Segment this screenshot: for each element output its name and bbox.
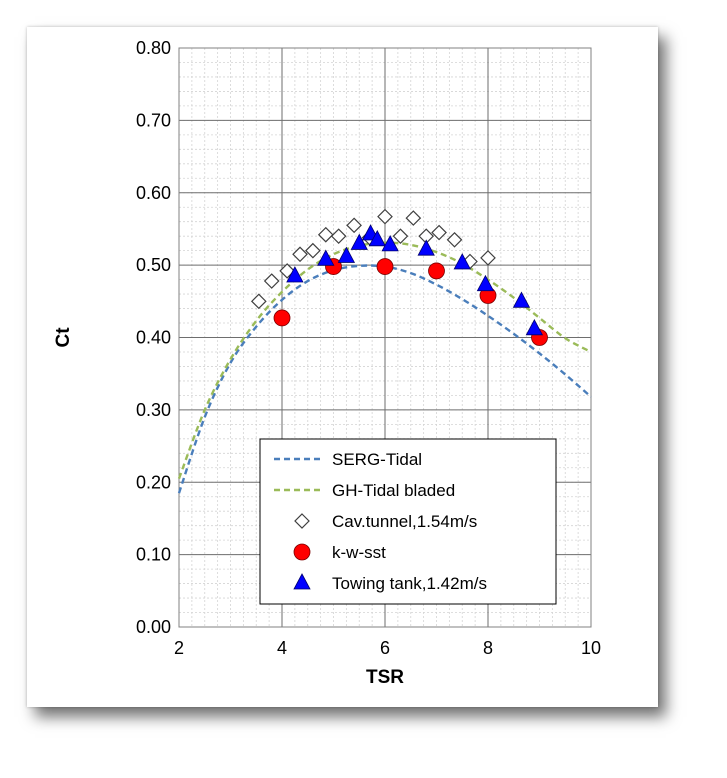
data-point-series-3 (250, 293, 267, 310)
data-point-series-3 (305, 242, 321, 259)
legend: SERG-Tidal GH-Tidal bladed Cav.tunnel,1.54… (259, 438, 557, 605)
y-tick-label: 0.00 (136, 617, 171, 637)
legend-marker-symbol (294, 513, 310, 529)
legend-entry-label: SERG-Tidal (332, 450, 422, 469)
data-point-series-3 (346, 217, 362, 234)
y-tick-label: 0.80 (136, 38, 171, 58)
data-point-series-5 (350, 233, 368, 250)
legend-entry-label: Cav.tunnel,1.54m/s (332, 512, 477, 531)
data-point-series-3 (480, 250, 496, 266)
legend-entry-label: k-w-sst (332, 543, 386, 562)
legend-marker-symbol (293, 543, 311, 561)
legend-entry-label: GH-Tidal bladed (332, 481, 455, 500)
data-point-series-5 (286, 266, 304, 283)
data-point-series-4 (376, 258, 394, 275)
legend-marker-symbol (293, 573, 311, 590)
data-point-series-4 (428, 262, 445, 280)
data-point-series-4 (273, 309, 291, 327)
x-tick-label: 2 (174, 638, 184, 658)
x-tick-label: 8 (483, 638, 493, 658)
y-tick-label: 0.10 (136, 545, 171, 565)
y-tick-label: 0.40 (136, 328, 171, 348)
chart-frame: 0.00 0.10 0.20 0.30 0.40 0.50 0.60 0.70 0.80 2 4 6… (27, 27, 658, 707)
x-tick-label: 6 (380, 638, 390, 658)
y-tick-label: 0.20 (136, 472, 171, 492)
y-tick-label: 0.60 (136, 183, 171, 203)
y-tick-label: 0.70 (136, 110, 171, 130)
data-point-series-3 (317, 226, 334, 243)
data-point-series-3 (263, 273, 280, 289)
legend-entry-label: Towing tank,1.42m/s (332, 574, 487, 593)
y-tick-label: 0.50 (136, 255, 171, 275)
data-point-series-5 (453, 253, 471, 270)
data-point-series-3 (446, 231, 463, 248)
y-axis-tick-labels: 0.00 0.10 0.20 0.30 0.40 0.50 0.60 0.70 0.80 (136, 38, 171, 637)
data-point-series-5 (476, 274, 495, 292)
data-point-series-3 (405, 210, 422, 226)
x-tick-label: 10 (581, 638, 601, 658)
plot-area-border (178, 47, 592, 628)
data-point-series-5 (337, 246, 356, 263)
data-point-series-3 (392, 228, 409, 245)
x-axis-tick-labels: 2 4 6 8 10 (174, 638, 601, 658)
y-axis-title: Ct (53, 327, 74, 348)
data-point-series-5 (368, 229, 386, 247)
data-point-series-5 (417, 239, 435, 256)
y-tick-label: 0.30 (136, 400, 171, 420)
x-tick-label: 4 (277, 638, 287, 658)
data-point-series-3 (330, 228, 347, 245)
data-point-series-3 (431, 224, 447, 241)
x-axis-title: TSR (366, 667, 404, 688)
series-markers (250, 208, 548, 346)
data-point-series-5 (381, 235, 399, 252)
data-point-series-3 (292, 246, 308, 263)
ct-vs-tsr-chart: 0.00 0.10 0.20 0.30 0.40 0.50 0.60 0.70 0.80 2 4 6… (53, 38, 601, 688)
data-point-series-3 (377, 208, 393, 225)
data-point-series-5 (317, 249, 335, 266)
data-point-series-5 (512, 291, 531, 308)
data-point-series-5 (525, 318, 544, 336)
